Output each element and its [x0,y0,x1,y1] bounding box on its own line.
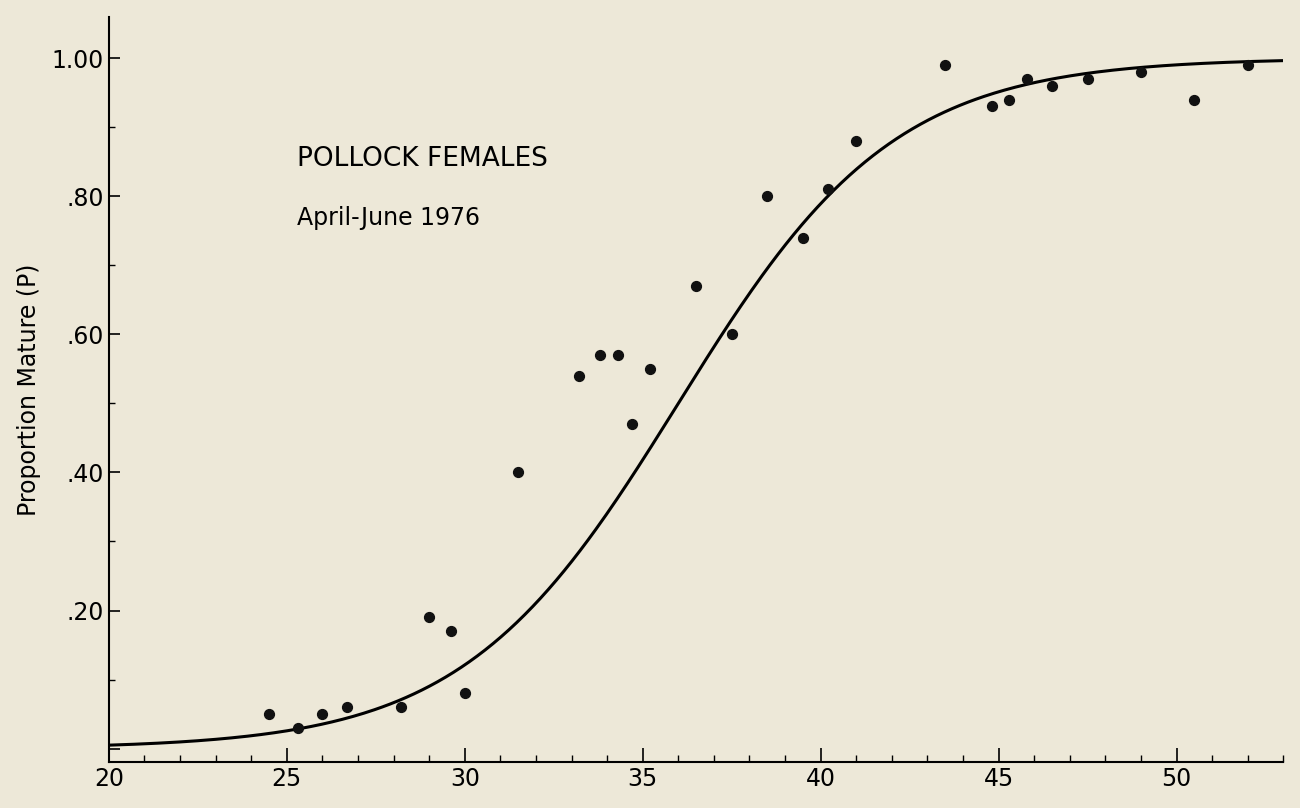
Point [312,708,333,721]
Point [846,134,867,147]
Point [1131,65,1152,78]
Point [1238,58,1258,71]
Point [1184,93,1205,106]
Point [441,625,462,638]
Point [793,231,814,244]
Point [640,363,660,376]
Point [685,280,706,292]
Point [1017,73,1037,86]
Point [390,701,411,713]
Point [998,93,1019,106]
Point [722,328,742,341]
Point [982,100,1002,113]
Point [455,687,476,700]
Text: April-June 1976: April-June 1976 [296,207,480,230]
Point [607,348,628,361]
Point [568,369,589,382]
Point [287,722,308,734]
Point [419,611,439,624]
Point [508,466,529,479]
Point [259,708,280,721]
Point [621,418,642,431]
Point [590,348,611,361]
Text: POLLOCK FEMALES: POLLOCK FEMALES [296,145,547,172]
Point [935,58,956,71]
Point [337,701,358,713]
Point [818,183,839,196]
Point [1078,73,1098,86]
Y-axis label: Proportion Mature (P): Proportion Mature (P) [17,263,40,516]
Point [1041,79,1062,92]
Point [757,190,777,203]
